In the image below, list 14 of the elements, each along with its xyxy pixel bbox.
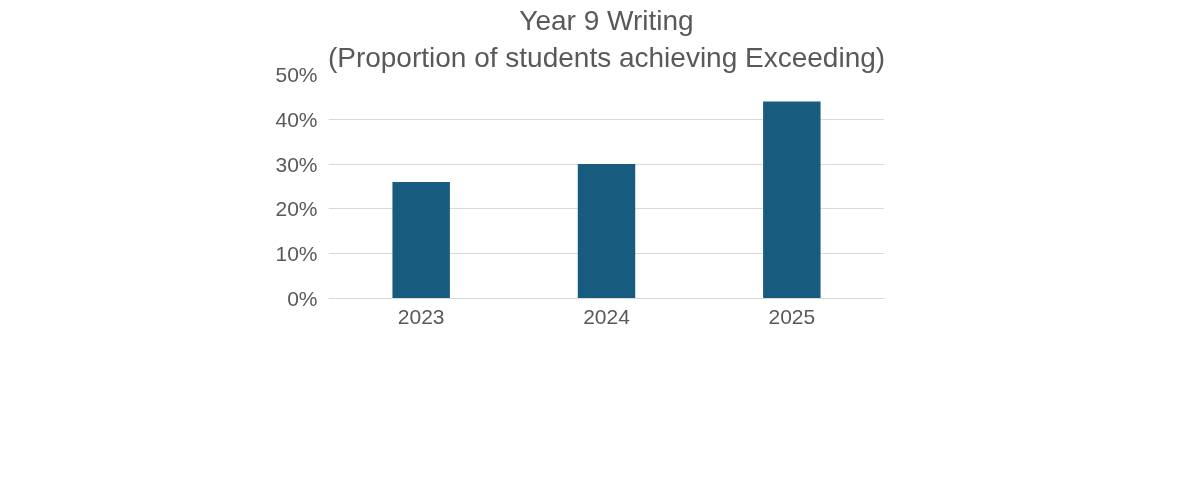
bar: [577, 164, 636, 299]
x-tick-label: 2025: [768, 304, 816, 328]
y-tick-label: 30%: [275, 152, 318, 176]
y-tick-label: 50%: [275, 63, 318, 86]
bar: [392, 182, 450, 299]
x-tick-label: 2024: [583, 304, 631, 328]
bar: [763, 101, 821, 299]
chart-title: Year 9 Writing: [519, 4, 694, 36]
y-tick-label: 40%: [275, 107, 318, 131]
y-tick-label: 0%: [287, 287, 318, 310]
x-tick-label: 2023: [397, 304, 445, 328]
chart-subtitle: (Proportion of students achieving Exceeding): [327, 41, 886, 73]
y-tick-label: 20%: [275, 197, 318, 221]
y-tick-label: 10%: [275, 242, 318, 266]
